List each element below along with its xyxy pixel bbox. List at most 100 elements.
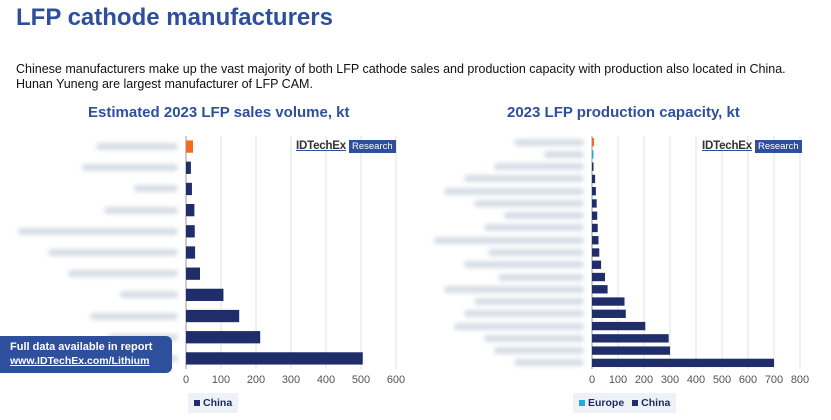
bar-china xyxy=(592,297,625,306)
category-label-redacted xyxy=(48,249,178,256)
x-tick-label: 200 xyxy=(635,374,653,386)
category-label-redacted xyxy=(494,163,584,171)
legend-swatch-china xyxy=(194,400,200,406)
x-tick-label: 500 xyxy=(713,374,731,386)
legend-swatch-china xyxy=(632,400,639,406)
x-tick-label: 800 xyxy=(791,374,809,386)
capacity-legend: Europe China xyxy=(573,393,677,413)
bar-china xyxy=(186,140,193,153)
banner-link[interactable]: www.IDTechEx.com/Lithium xyxy=(10,355,150,367)
category-label-redacted xyxy=(464,310,584,318)
bar-china xyxy=(186,203,195,217)
logo-wordmark: IDTechEx xyxy=(702,140,752,152)
legend-item-china: China xyxy=(194,397,232,409)
category-label-redacted xyxy=(474,199,584,207)
category-label-redacted xyxy=(82,164,178,172)
category-label-redacted xyxy=(120,291,178,299)
category-label-redacted xyxy=(514,359,584,367)
category-label-redacted xyxy=(504,212,584,220)
category-label-redacted xyxy=(434,236,584,244)
x-tick-label: 100 xyxy=(609,374,627,386)
bar-china xyxy=(592,187,596,196)
legend-swatch-europe xyxy=(579,400,585,406)
bar-europe xyxy=(592,150,594,159)
x-tick-label: 0 xyxy=(589,374,595,386)
category-label-redacted xyxy=(484,334,584,342)
category-label-redacted xyxy=(544,150,584,158)
bar-china xyxy=(186,352,363,365)
bar-china xyxy=(186,182,192,196)
sales-legend: China xyxy=(188,393,239,413)
bar-china xyxy=(592,248,600,257)
bar-china xyxy=(592,358,774,368)
category-label-redacted xyxy=(134,185,178,193)
x-tick-label: 100 xyxy=(212,374,230,386)
banner-heading: Full data available in report xyxy=(10,341,153,353)
x-tick-label: 400 xyxy=(687,374,705,386)
category-label-redacted xyxy=(498,273,584,281)
bar-china xyxy=(186,288,224,302)
legend-item-europe: Europe xyxy=(579,397,624,409)
bar-china xyxy=(592,236,599,245)
sales-chart-title: Estimated 2023 LFP sales volume, kt xyxy=(88,104,350,121)
x-tick-label: 300 xyxy=(661,374,679,386)
legend-label-europe: Europe xyxy=(588,397,625,409)
logo-research-tag: Research xyxy=(348,139,396,153)
bar-china xyxy=(592,199,597,208)
category-label-redacted xyxy=(90,312,178,320)
bar-china xyxy=(186,309,240,323)
category-label-redacted xyxy=(68,270,178,278)
bar-china xyxy=(186,267,200,280)
logo-research-tag: Research xyxy=(754,139,802,153)
bar-china xyxy=(592,321,646,331)
x-tick-label: 600 xyxy=(739,374,757,386)
bar-china xyxy=(186,161,191,174)
category-label-redacted xyxy=(484,224,584,232)
category-label-redacted xyxy=(464,175,584,183)
category-label-redacted xyxy=(494,347,584,355)
category-label-redacted xyxy=(474,298,584,306)
bar-china xyxy=(592,223,598,233)
category-label-redacted xyxy=(488,249,584,256)
legend-item-china: China xyxy=(632,397,670,409)
bar-china xyxy=(592,272,605,282)
idtechex-logo-left: IDTechEx Research xyxy=(296,138,396,154)
logo-wordmark: IDTechEx xyxy=(296,140,346,152)
bar-china xyxy=(186,246,196,259)
bar-china xyxy=(592,334,669,343)
bar-china xyxy=(592,285,608,294)
category-label-redacted xyxy=(96,143,178,151)
x-tick-label: 300 xyxy=(282,374,300,386)
x-tick-label: 500 xyxy=(352,374,370,386)
bar-china xyxy=(592,174,596,184)
bar-china xyxy=(592,346,670,355)
bar-china xyxy=(186,331,261,344)
idtechex-logo-right: IDTechEx Research xyxy=(702,138,802,154)
x-tick-label: 0 xyxy=(183,374,189,386)
bar-china xyxy=(592,211,598,220)
category-label-redacted xyxy=(514,138,584,146)
x-tick-label: 400 xyxy=(317,374,335,386)
category-label-redacted xyxy=(464,261,584,269)
bar-china xyxy=(592,309,626,318)
category-label-redacted xyxy=(454,322,584,330)
capacity-chart-title: 2023 LFP production capacity, kt xyxy=(507,104,740,121)
legend-label-china: China xyxy=(203,397,233,409)
legend-label-china: China xyxy=(641,397,671,409)
category-label-redacted xyxy=(444,285,584,293)
intro-text: Chinese manufacturers make up the vast m… xyxy=(16,62,786,91)
category-label-redacted xyxy=(18,227,178,235)
x-tick-label: 600 xyxy=(387,374,405,386)
bar-china xyxy=(592,260,602,269)
report-banner[interactable]: Full data available in report www.IDTech… xyxy=(0,336,172,373)
page-title: LFP cathode manufacturers xyxy=(16,4,333,31)
category-label-redacted xyxy=(444,187,584,195)
x-tick-label: 200 xyxy=(247,374,265,386)
bar-highlight xyxy=(592,137,595,147)
category-label-redacted xyxy=(104,206,178,214)
bar-china xyxy=(592,162,594,171)
bar-china xyxy=(186,225,195,238)
x-tick-label: 700 xyxy=(765,374,783,386)
